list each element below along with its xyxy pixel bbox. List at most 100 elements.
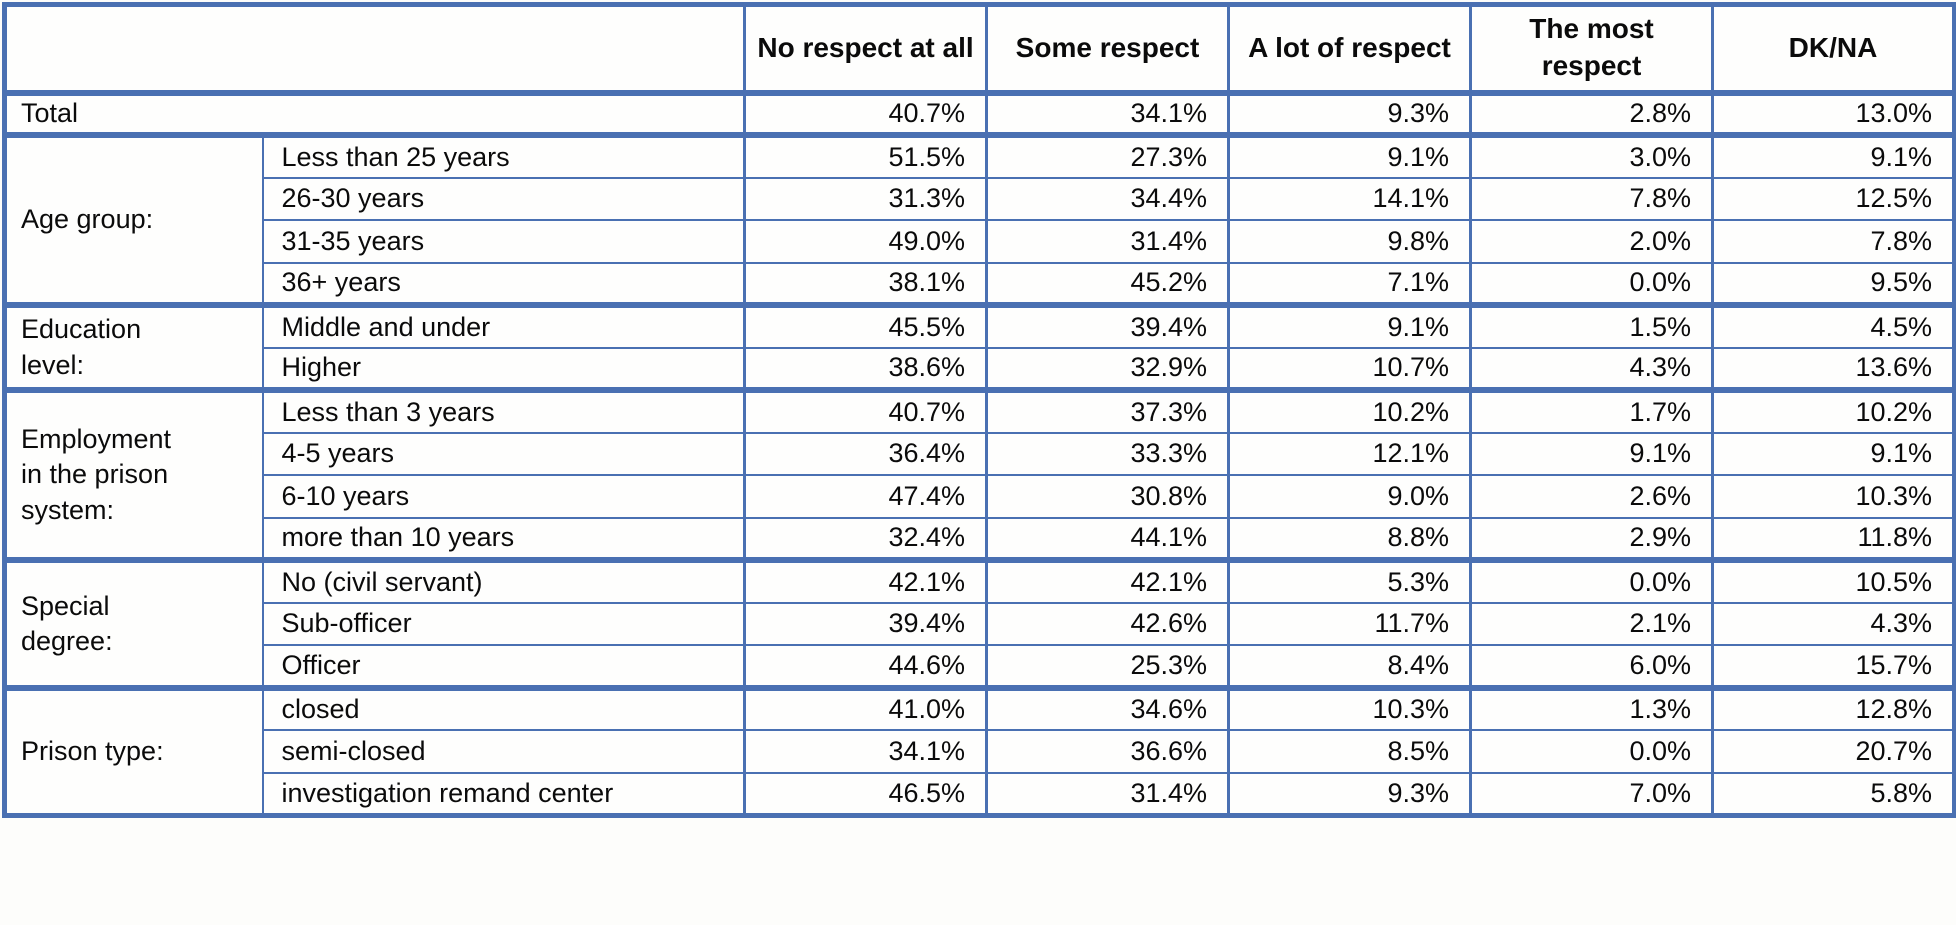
value-cell: 47.4% — [743, 474, 988, 519]
value-cell: 8.4% — [1227, 644, 1472, 689]
subcategory-cell: more than 10 years — [261, 516, 746, 561]
value-cell: 7.8% — [1711, 219, 1956, 264]
value-cell: 12.1% — [1227, 431, 1472, 476]
value-cell: 1.7% — [1469, 387, 1714, 434]
table-row: 26-30 years 31.3% 34.4% 14.1% 7.8% 12.5% — [5, 176, 1956, 221]
value-cell: 2.6% — [1469, 474, 1714, 519]
value-cell: 36.4% — [743, 431, 988, 476]
value-cell: 34.6% — [985, 684, 1230, 731]
value-cell: 7.8% — [1469, 176, 1714, 221]
value-cell: 10.2% — [1711, 387, 1956, 434]
value-cell: 46.5% — [743, 771, 988, 816]
value-cell: 45.2% — [985, 261, 1230, 306]
value-cell: 32.4% — [743, 516, 988, 561]
header-corner-cell — [3, 3, 746, 96]
value-cell: 8.8% — [1227, 516, 1472, 561]
subcategory-cell: Middle and under — [261, 302, 746, 349]
column-header-no-respect: No respect at all — [743, 3, 988, 96]
value-cell: 1.3% — [1469, 684, 1714, 731]
table-row: 31-35 years 49.0% 31.4% 9.8% 2.0% 7.8% — [5, 219, 1956, 264]
value-cell: 31.3% — [743, 176, 988, 221]
group-label-text: Education level: — [21, 314, 142, 380]
value-cell: 3.0% — [1469, 132, 1714, 179]
value-cell: 25.3% — [985, 644, 1230, 689]
row-label-total: Total — [3, 91, 746, 136]
value-cell: 49.0% — [743, 219, 988, 264]
value-cell: 7.1% — [1227, 261, 1472, 306]
respect-survey-table: No respect at all Some respect A lot of … — [2, 2, 1956, 818]
value-cell: 34.1% — [743, 729, 988, 774]
subcategory-cell: Less than 3 years — [261, 387, 746, 434]
table-row: 6-10 years 47.4% 30.8% 9.0% 2.6% 10.3% — [5, 474, 1956, 519]
value-cell: 9.3% — [1227, 771, 1472, 816]
table-row: Sub-officer 39.4% 42.6% 11.7% 2.1% 4.3% — [5, 601, 1956, 646]
group-label-prison-type: Prison type: — [3, 684, 264, 816]
value-cell: 33.3% — [985, 431, 1230, 476]
column-header-alot-respect: A lot of respect — [1227, 3, 1472, 96]
value-cell: 2.8% — [1469, 91, 1714, 136]
table-row: Employment in the prison system: Less th… — [3, 387, 1956, 561]
value-cell: 13.6% — [1711, 346, 1956, 391]
value-cell: 9.5% — [1711, 261, 1956, 306]
value-cell: 11.8% — [1711, 516, 1956, 561]
value-cell: 4.5% — [1711, 302, 1956, 349]
group-label-text: Prison type: — [21, 735, 164, 766]
group-label-age-group: Age group: — [3, 132, 264, 306]
value-cell: 0.0% — [1469, 557, 1714, 604]
subcategory-cell: Higher — [261, 346, 746, 391]
value-cell: 40.7% — [743, 91, 988, 136]
table-row: 4-5 years 36.4% 33.3% 12.1% 9.1% 9.1% — [5, 431, 1956, 476]
value-cell: 9.3% — [1227, 91, 1472, 136]
value-cell: 2.0% — [1469, 219, 1714, 264]
value-cell: 1.5% — [1469, 302, 1714, 349]
value-cell: 9.1% — [1227, 132, 1472, 179]
value-cell: 13.0% — [1711, 91, 1956, 136]
value-cell: 39.4% — [985, 302, 1230, 349]
value-cell: 27.3% — [985, 132, 1230, 179]
subcategory-cell: 6-10 years — [261, 474, 746, 519]
table-row: Prison type: closed 41.0% 34.6% 10.3% 1.… — [3, 684, 1956, 816]
value-cell: 44.6% — [743, 644, 988, 689]
value-cell: 42.1% — [743, 557, 988, 604]
value-cell: 38.1% — [743, 261, 988, 306]
subcategory-cell: No (civil servant) — [261, 557, 746, 604]
value-cell: 10.3% — [1227, 684, 1472, 731]
group-label-education-level: Education level: — [3, 302, 264, 391]
subcategory-cell: investigation remand center — [261, 771, 746, 816]
total-row: Total 40.7% 34.1% 9.3% 2.8% 13.0% — [3, 91, 1956, 136]
value-cell: 7.0% — [1469, 771, 1714, 816]
value-cell: 12.8% — [1711, 684, 1956, 731]
column-header-most-respect: The most respect — [1469, 3, 1714, 96]
value-cell: 38.6% — [743, 346, 988, 391]
value-cell: 8.5% — [1227, 729, 1472, 774]
table-row: investigation remand center 46.5% 31.4% … — [5, 771, 1956, 816]
subcategory-cell: 36+ years — [261, 261, 746, 306]
column-header-some-respect: Some respect — [985, 3, 1230, 96]
table-row: more than 10 years 32.4% 44.1% 8.8% 2.9%… — [5, 516, 1956, 561]
value-cell: 6.0% — [1469, 644, 1714, 689]
subcategory-cell: Sub-officer — [261, 601, 746, 646]
value-cell: 42.6% — [985, 601, 1230, 646]
table-row: Officer 44.6% 25.3% 8.4% 6.0% 15.7% — [5, 644, 1956, 689]
value-cell: 5.3% — [1227, 557, 1472, 604]
subcategory-cell: 31-35 years — [261, 219, 746, 264]
table-row: Special degree: No (civil servant) 42.1%… — [3, 557, 1956, 689]
table-row: Age group: Less than 25 years 51.5% 27.3… — [3, 132, 1956, 306]
subcategory-cell: 4-5 years — [261, 431, 746, 476]
value-cell: 10.3% — [1711, 474, 1956, 519]
value-cell: 9.0% — [1227, 474, 1472, 519]
value-cell: 39.4% — [743, 601, 988, 646]
value-cell: 0.0% — [1469, 261, 1714, 306]
value-cell: 34.1% — [985, 91, 1230, 136]
header-row: No respect at all Some respect A lot of … — [3, 3, 1956, 96]
table-row: semi-closed 34.1% 36.6% 8.5% 0.0% 20.7% — [5, 729, 1956, 774]
subcategory-cell: Less than 25 years — [261, 132, 746, 179]
subcategory-cell: 26-30 years — [261, 176, 746, 221]
group-label-special-degree: Special degree: — [3, 557, 264, 689]
value-cell: 9.1% — [1711, 431, 1956, 476]
value-cell: 45.5% — [743, 302, 988, 349]
value-cell: 31.4% — [985, 219, 1230, 264]
value-cell: 9.1% — [1227, 302, 1472, 349]
group-label-text: Special degree: — [21, 590, 113, 656]
